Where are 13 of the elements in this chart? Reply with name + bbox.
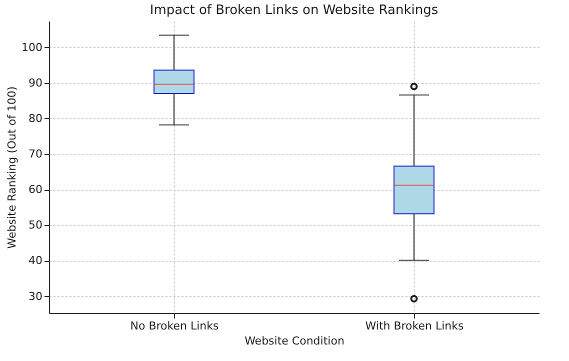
y-tick-label: 50 xyxy=(28,218,42,232)
x-tick-label: With Broken Links xyxy=(365,320,464,332)
x-tick-label: No Broken Links xyxy=(130,320,220,332)
chart-title: Impact of Broken Links on Website Rankings xyxy=(150,3,438,18)
y-tick-label: 30 xyxy=(28,290,42,303)
y-tick-label: 100 xyxy=(22,40,42,54)
y-tick-label: 80 xyxy=(28,112,42,125)
y-axis-title: Website Ranking (Out of 100) xyxy=(6,86,19,249)
y-tick-label: 70 xyxy=(28,148,42,161)
y-tick-label: 90 xyxy=(28,76,42,90)
y-tick-label: 60 xyxy=(28,183,42,196)
y-tick-label: 40 xyxy=(28,254,42,268)
x-axis-title: Website Condition xyxy=(244,334,344,348)
